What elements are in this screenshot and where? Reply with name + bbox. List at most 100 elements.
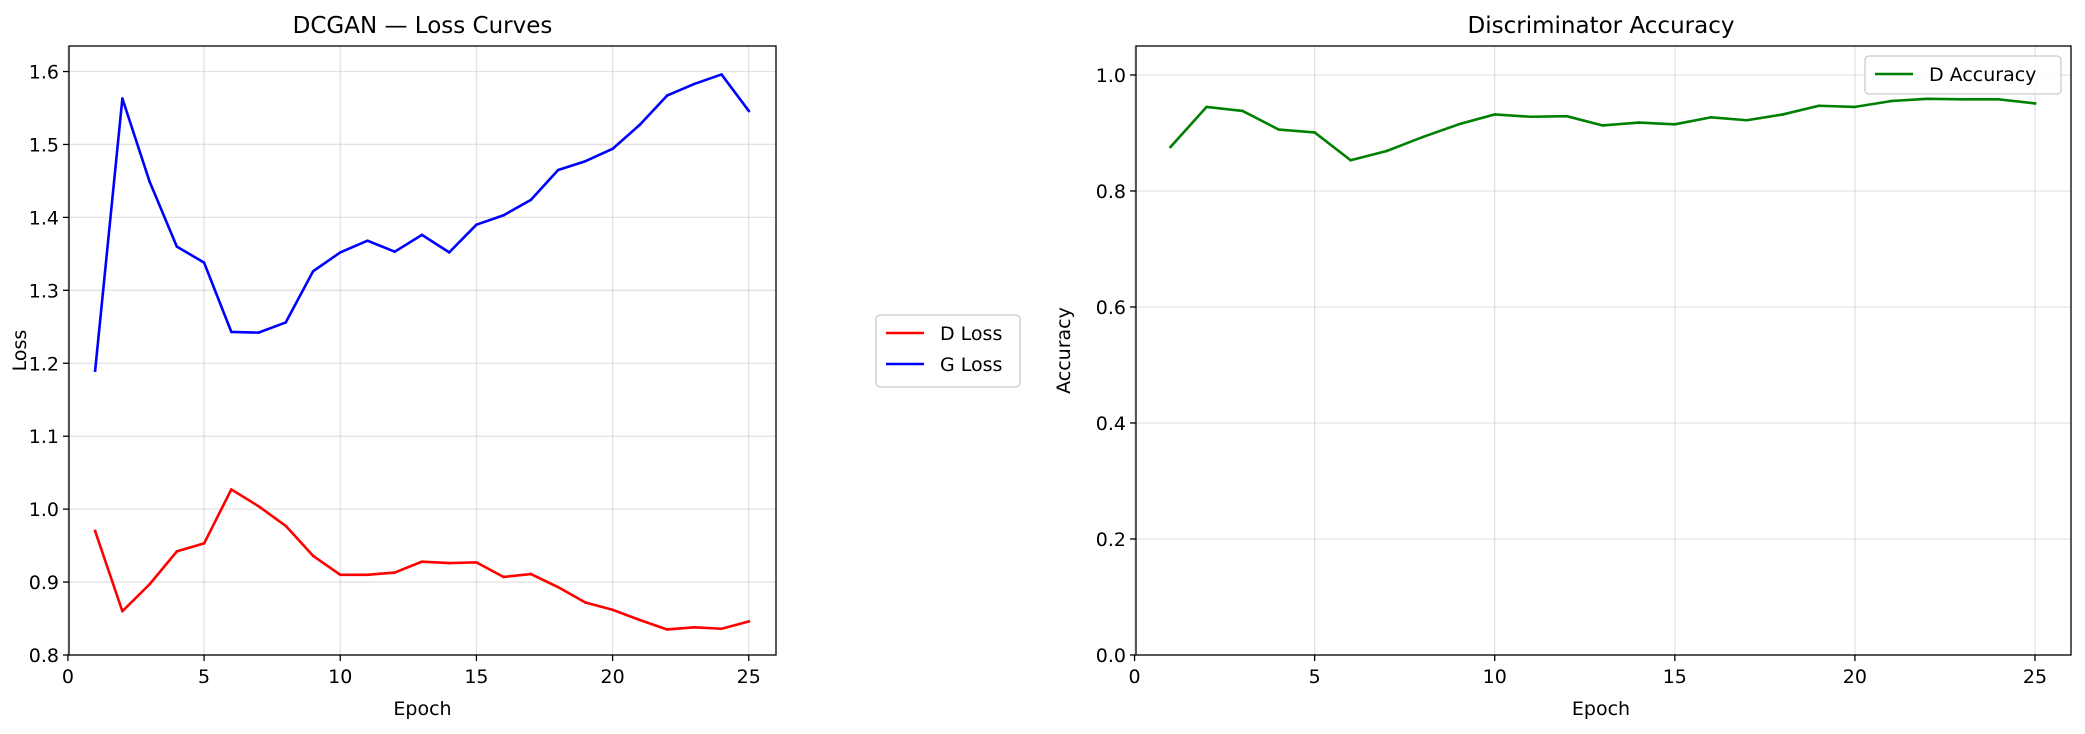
loss-y-tick-label: 1.2	[29, 353, 59, 375]
accuracy-chart-title: Discriminator Accuracy	[1468, 13, 1735, 39]
d-accuracy-data-point	[1205, 105, 1208, 109]
accuracy-y-tick-label: 0.2	[1096, 529, 1126, 551]
d-accuracy-data-point	[1385, 149, 1388, 153]
accuracy-series-layer	[1168, 97, 2037, 162]
accuracy-x-tick-label: 5	[1309, 666, 1321, 688]
d-loss-data-point	[502, 575, 505, 579]
d-loss-data-point	[121, 609, 124, 613]
d-loss-data-point	[420, 560, 424, 563]
g-loss-data-point	[556, 168, 560, 172]
g-loss-data-point	[284, 321, 288, 324]
d-loss-data-point	[284, 524, 288, 528]
accuracy-x-tick-label: 20	[1843, 666, 1867, 688]
accuracy-x-tick-label: 0	[1129, 666, 1141, 688]
accuracy-x-tick-label: 25	[2023, 666, 2047, 688]
d-loss-data-point	[638, 618, 642, 622]
loss-y-tick-label: 1.0	[29, 499, 59, 521]
loss-y-tick-label: 1.4	[29, 207, 59, 229]
g-loss-data-point	[311, 270, 315, 273]
accuracy-grid-layer	[1133, 46, 2071, 656]
loss-y-tick-label: 1.3	[29, 280, 59, 302]
d-loss-data-point	[692, 625, 696, 629]
d-accuracy-data-point	[1313, 131, 1316, 134]
accuracy-y-tick-label: 0.8	[1096, 181, 1126, 203]
accuracy-y-axis-title: Accuracy	[1053, 307, 1075, 394]
g-loss-series-line	[93, 73, 751, 372]
g-loss-data-point	[393, 250, 397, 253]
g-loss-data-point	[529, 198, 533, 202]
d-accuracy-data-point	[1493, 113, 1497, 116]
d-loss-legend-label: D Loss	[940, 323, 1002, 345]
loss-y-tick-label: 1.5	[29, 134, 59, 156]
g-loss-data-point	[257, 331, 260, 334]
d-accuracy-data-point	[1781, 113, 1785, 116]
g-loss-data-point	[611, 147, 614, 151]
d-accuracy-data-point	[1349, 158, 1352, 162]
d-accuracy-data-point	[1457, 123, 1461, 126]
d-loss-data-point	[366, 573, 369, 577]
g-loss-data-point	[747, 109, 751, 113]
d-accuracy-data-point	[1421, 135, 1424, 139]
d-loss-series-line	[93, 488, 751, 631]
d-accuracy-data-point	[1169, 145, 1172, 149]
g-loss-data-point	[692, 82, 696, 86]
g-loss-data-point	[420, 233, 424, 237]
d-accuracy-data-point	[1745, 118, 1749, 122]
loss-x-tick-label: 15	[464, 666, 488, 688]
d-loss-data-point	[257, 504, 260, 508]
accuracy-x-tick-label: 15	[1663, 666, 1687, 688]
g-loss-data-point	[121, 97, 124, 100]
d-accuracy-series-line	[1168, 97, 2037, 162]
d-loss-data-point	[202, 542, 206, 545]
d-loss-data-point	[529, 572, 533, 576]
accuracy-y-tick-label: 0.4	[1096, 413, 1126, 435]
loss-y-tick-label: 0.9	[29, 572, 59, 594]
accuracy-legend: D Accuracy	[1864, 55, 2062, 95]
loss-x-tick-label: 20	[601, 666, 625, 688]
loss-y-tick-label: 0.8	[29, 645, 59, 667]
d-accuracy-data-point	[1601, 124, 1605, 127]
accuracy-legend-box	[1864, 55, 2062, 95]
loss-y-tick-label: 1.6	[29, 62, 59, 84]
d-accuracy-data-point	[1277, 128, 1280, 131]
d-accuracy-data-point	[1961, 98, 1965, 101]
g-loss-data-point	[475, 223, 478, 226]
d-accuracy-data-point	[1673, 123, 1677, 126]
loss-x-tick-label: 5	[198, 666, 210, 688]
d-loss-data-point	[230, 488, 233, 491]
g-loss-legend-label: G Loss	[940, 354, 1002, 376]
accuracy-x-axis-title: Epoch	[1572, 698, 1630, 720]
g-loss-data-point	[148, 180, 151, 183]
g-loss-data-point	[230, 330, 233, 334]
g-loss-data-point	[638, 123, 642, 127]
d-loss-data-point	[611, 608, 614, 612]
g-loss-data-point	[338, 251, 342, 254]
loss-chart-title: DCGAN — Loss Curves	[293, 13, 553, 39]
g-loss-data-point	[665, 94, 669, 97]
g-loss-data-point	[93, 369, 97, 372]
d-loss-data-point	[556, 585, 560, 589]
d-accuracy-data-point	[1637, 121, 1641, 124]
d-accuracy-data-point	[1709, 116, 1713, 119]
accuracy-ticks-layer: 0 5 10 15 20 25 0.0 0.2 0.4 0.6 0.8 1.0	[1096, 65, 2047, 688]
loss-x-axis-title: Epoch	[393, 698, 451, 720]
d-loss-data-point	[720, 627, 723, 631]
accuracy-y-tick-label: 0.6	[1096, 297, 1126, 319]
loss-series-layer	[93, 73, 751, 631]
d-accuracy-data-point	[1997, 98, 2001, 101]
loss-legend: D Loss G Loss	[875, 314, 1021, 388]
g-loss-data-point	[202, 261, 206, 264]
loss-ticks-layer: 0 5 10 15 20 25 0.8 0.9 1.0 1.1 1.2 1.3 1.4 1.5 1.6	[29, 62, 761, 688]
loss-plot-frame	[68, 45, 777, 656]
d-accuracy-data-point	[1241, 109, 1244, 113]
d-loss-data-point	[584, 601, 587, 604]
d-accuracy-data-point	[1817, 104, 1821, 108]
accuracy-y-tick-label: 1.0	[1096, 65, 1126, 87]
d-accuracy-data-point	[1565, 114, 1569, 118]
accuracy-plot-frame	[1135, 45, 2072, 656]
accuracy-y-tick-label: 0.0	[1096, 645, 1126, 667]
d-loss-data-point	[747, 620, 751, 623]
d-loss-data-point	[338, 573, 342, 577]
accuracy-x-tick-label: 10	[1483, 666, 1507, 688]
d-loss-data-point	[311, 554, 315, 558]
